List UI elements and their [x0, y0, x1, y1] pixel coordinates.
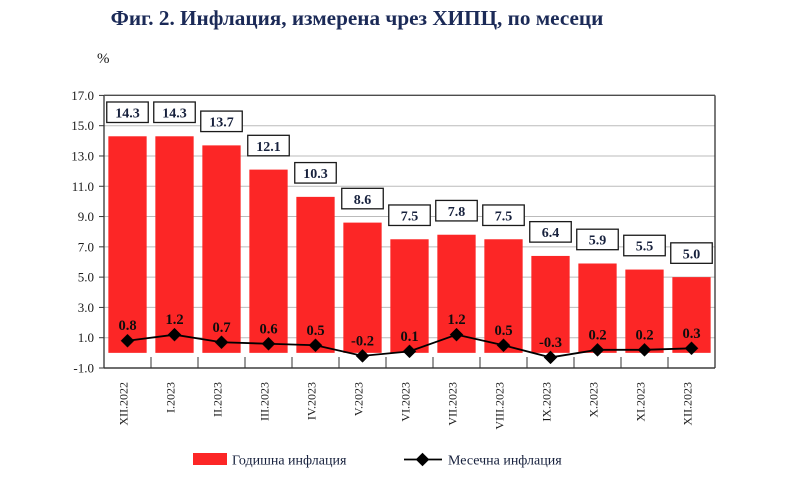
- svg-text:11.0: 11.0: [72, 179, 94, 194]
- svg-text:XI.2023: XI.2023: [634, 382, 648, 422]
- svg-text:0.3: 0.3: [682, 326, 700, 342]
- svg-text:12.1: 12.1: [256, 140, 281, 155]
- svg-text:Годишна инфлация: Годишна инфлация: [232, 454, 347, 469]
- svg-text:7.8: 7.8: [448, 205, 466, 220]
- svg-text:6.4: 6.4: [542, 226, 560, 241]
- svg-text:5.5: 5.5: [636, 240, 654, 255]
- svg-text:-0.2: -0.2: [351, 333, 374, 349]
- svg-text:0.1: 0.1: [400, 329, 418, 345]
- svg-text:I.2023: I.2023: [164, 382, 178, 413]
- svg-text:0.7: 0.7: [212, 320, 230, 336]
- svg-text:-0.3: -0.3: [539, 335, 562, 351]
- svg-text:17.0: 17.0: [71, 88, 94, 103]
- svg-text:7.5: 7.5: [401, 209, 419, 224]
- svg-text:XII.2023: XII.2023: [681, 382, 695, 426]
- svg-text:7.5: 7.5: [495, 209, 513, 224]
- svg-text:0.6: 0.6: [259, 321, 277, 337]
- svg-text:1.2: 1.2: [165, 312, 183, 328]
- svg-text:-1.0: -1.0: [73, 361, 94, 376]
- svg-text:3.0: 3.0: [78, 300, 94, 315]
- svg-text:IX.2023: IX.2023: [540, 382, 554, 422]
- svg-text:15.0: 15.0: [71, 118, 94, 133]
- svg-text:7.0: 7.0: [78, 239, 94, 254]
- svg-text:10.3: 10.3: [303, 167, 328, 182]
- svg-text:0.5: 0.5: [306, 323, 324, 339]
- svg-text:13.7: 13.7: [209, 116, 234, 131]
- svg-text:5.0: 5.0: [78, 270, 94, 285]
- svg-text:II.2023: II.2023: [211, 382, 225, 417]
- svg-text:0.2: 0.2: [635, 327, 653, 343]
- svg-text:9.0: 9.0: [78, 209, 94, 224]
- svg-text:14.3: 14.3: [115, 106, 140, 121]
- svg-text:5.9: 5.9: [589, 234, 607, 249]
- svg-text:III.2023: III.2023: [258, 382, 272, 421]
- svg-text:0.2: 0.2: [588, 327, 606, 343]
- svg-text:%: %: [97, 51, 110, 67]
- svg-text:VIII.2023: VIII.2023: [493, 382, 507, 430]
- svg-text:Фиг. 2. Инфлация, измерена чре: Фиг. 2. Инфлация, измерена чрез ХИПЦ, по…: [111, 6, 604, 30]
- svg-text:0.5: 0.5: [494, 323, 512, 339]
- svg-text:IV.2023: IV.2023: [305, 382, 319, 420]
- svg-text:1.2: 1.2: [447, 312, 465, 328]
- svg-text:13.0: 13.0: [71, 148, 94, 163]
- svg-text:VII.2023: VII.2023: [446, 382, 460, 426]
- svg-text:5.0: 5.0: [683, 247, 701, 262]
- svg-text:8.6: 8.6: [354, 193, 372, 208]
- svg-text:VI.2023: VI.2023: [399, 382, 413, 422]
- svg-text:1.0: 1.0: [78, 330, 94, 345]
- svg-text:X.2023: X.2023: [587, 382, 601, 418]
- svg-text:14.3: 14.3: [162, 106, 187, 121]
- svg-text:XII.2022: XII.2022: [117, 382, 131, 426]
- svg-text:0.8: 0.8: [118, 318, 136, 334]
- svg-text:V.2023: V.2023: [352, 382, 366, 416]
- svg-text:Месечна инфлация: Месечна инфлация: [448, 454, 562, 469]
